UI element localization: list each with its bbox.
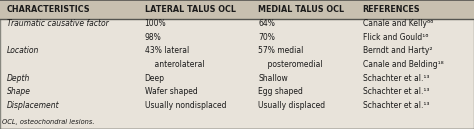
Text: Schachter et al.¹³: Schachter et al.¹³ (363, 101, 429, 110)
Text: 70%: 70% (258, 33, 275, 42)
Text: MEDIAL TALUS OCL: MEDIAL TALUS OCL (258, 5, 345, 14)
Text: Usually nondisplaced: Usually nondisplaced (145, 101, 226, 110)
Text: Traumatic causative factor: Traumatic causative factor (7, 19, 109, 28)
Text: LATERAL TALUS OCL: LATERAL TALUS OCL (145, 5, 236, 14)
FancyBboxPatch shape (0, 0, 474, 19)
Text: Depth: Depth (7, 74, 30, 83)
Text: REFERENCES: REFERENCES (363, 5, 420, 14)
Text: CHARACTERISTICS: CHARACTERISTICS (7, 5, 91, 14)
Text: Canale and Kelly⁶⁶: Canale and Kelly⁶⁶ (363, 19, 433, 28)
Text: Flick and Gould¹⁶: Flick and Gould¹⁶ (363, 33, 428, 42)
Text: Berndt and Harty²: Berndt and Harty² (363, 46, 432, 55)
Text: Wafer shaped: Wafer shaped (145, 87, 197, 96)
Text: Schachter et al.¹³: Schachter et al.¹³ (363, 74, 429, 83)
Text: 57% medial: 57% medial (258, 46, 304, 55)
Text: Schachter et al.¹³: Schachter et al.¹³ (363, 87, 429, 96)
Text: Usually displaced: Usually displaced (258, 101, 326, 110)
Text: Displacement: Displacement (7, 101, 60, 110)
Text: 100%: 100% (145, 19, 166, 28)
Text: posteromedial: posteromedial (258, 60, 323, 69)
Text: anterolateral: anterolateral (145, 60, 204, 69)
Text: Deep: Deep (145, 74, 164, 83)
Text: Canale and Belding¹⁸: Canale and Belding¹⁸ (363, 60, 443, 69)
Text: 64%: 64% (258, 19, 275, 28)
Text: Shape: Shape (7, 87, 31, 96)
Text: 98%: 98% (145, 33, 161, 42)
Text: 43% lateral: 43% lateral (145, 46, 189, 55)
Text: Egg shaped: Egg shaped (258, 87, 303, 96)
Text: Location: Location (7, 46, 39, 55)
Text: Shallow: Shallow (258, 74, 288, 83)
Text: OCL, osteochondral lesions.: OCL, osteochondral lesions. (2, 119, 95, 125)
